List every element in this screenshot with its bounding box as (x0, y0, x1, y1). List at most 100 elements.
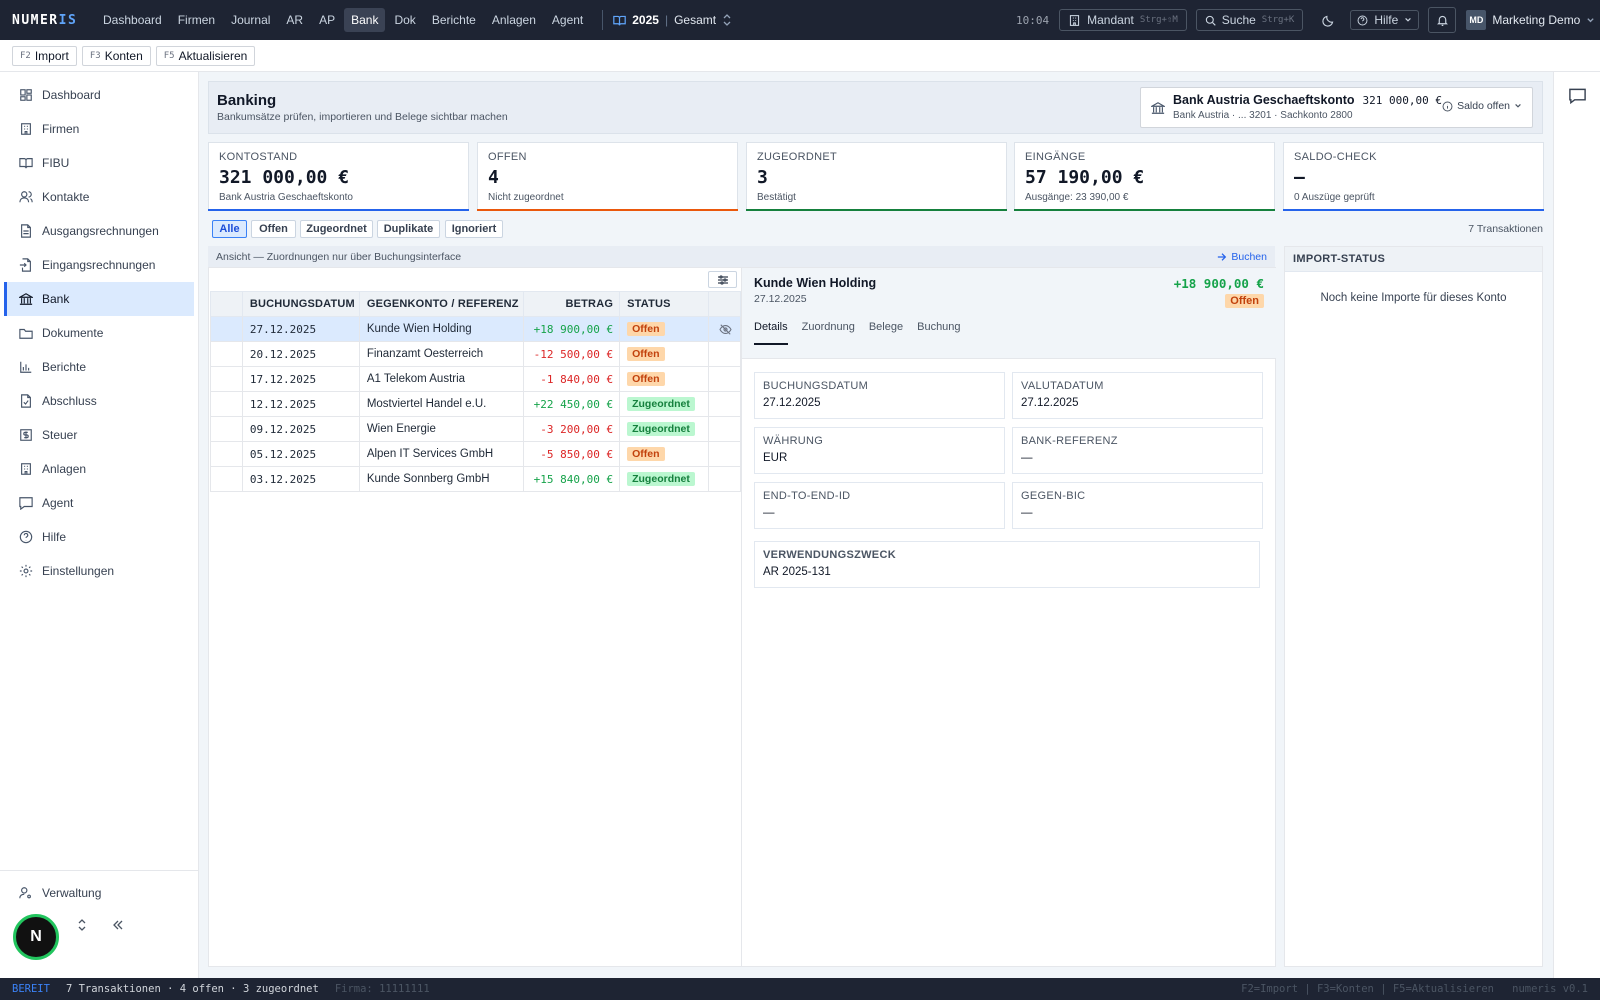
chart-icon (20, 361, 32, 373)
table-row[interactable]: 27.12.2025 Kunde Wien Holding +18 900,00 €… (210, 316, 741, 342)
filter-offen[interactable]: Offen (251, 220, 296, 238)
sidebar-item-eingangsrechnungen[interactable]: Eingangsrechnungen (4, 248, 194, 282)
sidebar-item-dashboard[interactable]: Dashboard (4, 78, 194, 112)
row-select-cell[interactable] (210, 416, 243, 442)
user-gear-icon (19, 887, 31, 899)
nav-journal[interactable]: Journal (231, 13, 271, 27)
row-actions-cell (708, 316, 741, 342)
row-select-cell[interactable] (210, 316, 243, 342)
search-button[interactable]: Suche Strg+K (1195, 9, 1304, 31)
help-menu[interactable]: Hilfe (1350, 10, 1420, 30)
scope-value: Gesamt (674, 13, 717, 27)
collapse-sidebar-icon[interactable] (112, 920, 124, 930)
column-header-status[interactable]: STATUS (619, 291, 710, 317)
filter-zugeordnet[interactable]: Zugeordnet (300, 220, 373, 238)
import-button[interactable]: F2 Import (12, 45, 77, 66)
filter-ignoriert[interactable]: Ignoriert (445, 220, 503, 238)
column-header-date[interactable]: BUCHUNGSDATUM (241, 291, 360, 317)
column-settings-button[interactable] (708, 271, 737, 288)
filter-duplikate[interactable]: Duplikate (377, 220, 440, 238)
kpi-label: ZUGEORDNET (757, 151, 837, 163)
nav-agent[interactable]: Agent (551, 13, 584, 27)
chevron-down-icon (1587, 17, 1595, 22)
status-version: numeris v0.1 (1512, 983, 1588, 995)
field-end-to-end-id: END-TO-END-ID — (754, 482, 1005, 529)
table-header-row: BUCHUNGSDATUM GEGENKONTO / REFERENZ BETR… (210, 291, 741, 317)
nav-ar[interactable]: AR (286, 13, 304, 27)
status-firma: Firma: 11111111 (334, 983, 430, 995)
detail-title: Kunde Wien Holding (754, 276, 877, 290)
user-menu[interactable]: MD Marketing Demo (1466, 10, 1595, 30)
tab-details[interactable]: Details (754, 319, 788, 345)
mandant-button[interactable]: Mandant Strg+⇧M (1059, 9, 1187, 31)
kpi-label: KONTOSTAND (219, 151, 298, 163)
row-select-cell[interactable] (210, 341, 243, 367)
nav-dashboard[interactable]: Dashboard (103, 13, 162, 27)
moon-icon[interactable] (1322, 14, 1335, 27)
nav-ap[interactable]: AP (319, 13, 336, 27)
right-rail (1553, 72, 1600, 978)
sidebar: Dashboard Firmen FIBU Kontakte Ausgangsrechn… (0, 72, 199, 978)
kpi-subtext: Bank Austria Geschaeftskonto (219, 192, 353, 203)
nav-firmen[interactable]: Firmen (177, 13, 216, 27)
row-select-cell[interactable] (210, 466, 243, 492)
table-row[interactable]: 09.12.2025 Wien Energie -3 200,00 € Zugeord… (210, 416, 741, 442)
sidebar-item-bank[interactable]: Bank (4, 282, 194, 316)
chevron-updown-icon[interactable] (77, 919, 87, 931)
sidebar-item-steuer[interactable]: Steuer (4, 418, 194, 452)
account-selector[interactable]: Bank Austria Geschaeftskonto 321 000,00 … (1140, 87, 1533, 128)
notifications-button[interactable] (1428, 7, 1457, 33)
reference-cell: A1 Telekom Austria (358, 366, 525, 392)
status-badge: Zugeordnet (627, 472, 695, 486)
row-select-cell[interactable] (210, 391, 243, 417)
clock: 10:04 (1016, 13, 1050, 27)
column-header-amount[interactable]: BETRAG (523, 291, 621, 317)
sidebar-item-agent[interactable]: Agent (4, 486, 194, 520)
chat-icon[interactable] (1568, 87, 1587, 105)
tab-belege[interactable]: Belege (868, 321, 904, 333)
sidebar-item-fibu[interactable]: FIBU (4, 146, 194, 180)
filter-alle[interactable]: Alle (212, 220, 247, 238)
sidebar-item-berichte[interactable]: Berichte (4, 350, 194, 384)
nav-dok[interactable]: Dok (394, 13, 416, 27)
table-row[interactable]: 03.12.2025 Kunde Sonnberg GmbH +15 840,00 … (210, 466, 741, 492)
page-subtitle: Bankumsätze prüfen, importieren und Bele… (217, 111, 508, 123)
year-selector[interactable]: 2025 | Gesamt (613, 13, 732, 27)
sidebar-item-hilfe[interactable]: Hilfe (4, 520, 194, 554)
sidebar-item-anlagen[interactable]: Anlagen (4, 452, 194, 486)
sidebar-item-verwaltung[interactable]: Verwaltung (4, 876, 195, 910)
chevron-updown-icon (723, 14, 731, 26)
konten-button[interactable]: F3 Konten (81, 45, 151, 66)
nav-berichte[interactable]: Berichte (431, 13, 476, 27)
detail-status-badge: Offen (1225, 294, 1264, 308)
saldo-status-dropdown[interactable]: Saldo offen (1442, 100, 1522, 112)
eye-off-icon[interactable] (719, 323, 732, 335)
sidebar-item-abschluss[interactable]: Abschluss (4, 384, 194, 418)
sidebar-item-einstellungen[interactable]: Einstellungen (4, 554, 194, 588)
row-select-cell[interactable] (210, 366, 243, 392)
kpi-subtext: Nicht zugeordnet (488, 192, 564, 203)
column-header-reference[interactable]: GEGENKONTO / REFERENZ (358, 291, 525, 317)
table-row[interactable]: 17.12.2025 A1 Telekom Austria -1 840,00 € O… (210, 366, 741, 392)
sidebar-item-ausgangsrechnungen[interactable]: Ausgangsrechnungen (4, 214, 194, 248)
field-gegen-bic: GEGEN-BIC — (1012, 482, 1263, 529)
status-badge: Zugeordnet (627, 397, 695, 411)
app-logo[interactable]: NUMERIS (12, 12, 78, 28)
nav-bank[interactable]: Bank (344, 8, 386, 32)
sidebar-item-firmen[interactable]: Firmen (4, 112, 194, 146)
table-row[interactable]: 05.12.2025 Alpen IT Services GmbH -5 850,0… (210, 441, 741, 467)
table-row[interactable]: 12.12.2025 Mostviertel Handel e.U. +22 450… (210, 391, 741, 417)
tab-buchung[interactable]: Buchung (917, 321, 961, 333)
year-value: 2025 (632, 13, 659, 27)
sidebar-item-kontakte[interactable]: Kontakte (4, 180, 194, 214)
tab-zuordnung[interactable]: Zuordnung (801, 321, 855, 333)
buchen-link[interactable]: Buchen (1217, 251, 1267, 263)
amount-cell: -12 500,00 € (523, 341, 621, 367)
table-row[interactable]: 20.12.2025 Finanzamt Oesterreich -12 500,0… (210, 341, 741, 367)
kpi-accent-bar (746, 209, 1007, 211)
workspace-avatar[interactable]: N (13, 914, 59, 960)
nav-anlagen[interactable]: Anlagen (491, 13, 536, 27)
row-select-cell[interactable] (210, 441, 243, 467)
sidebar-item-dokumente[interactable]: Dokumente (4, 316, 194, 350)
aktualisieren-button[interactable]: F5 Aktualisieren (155, 45, 256, 66)
